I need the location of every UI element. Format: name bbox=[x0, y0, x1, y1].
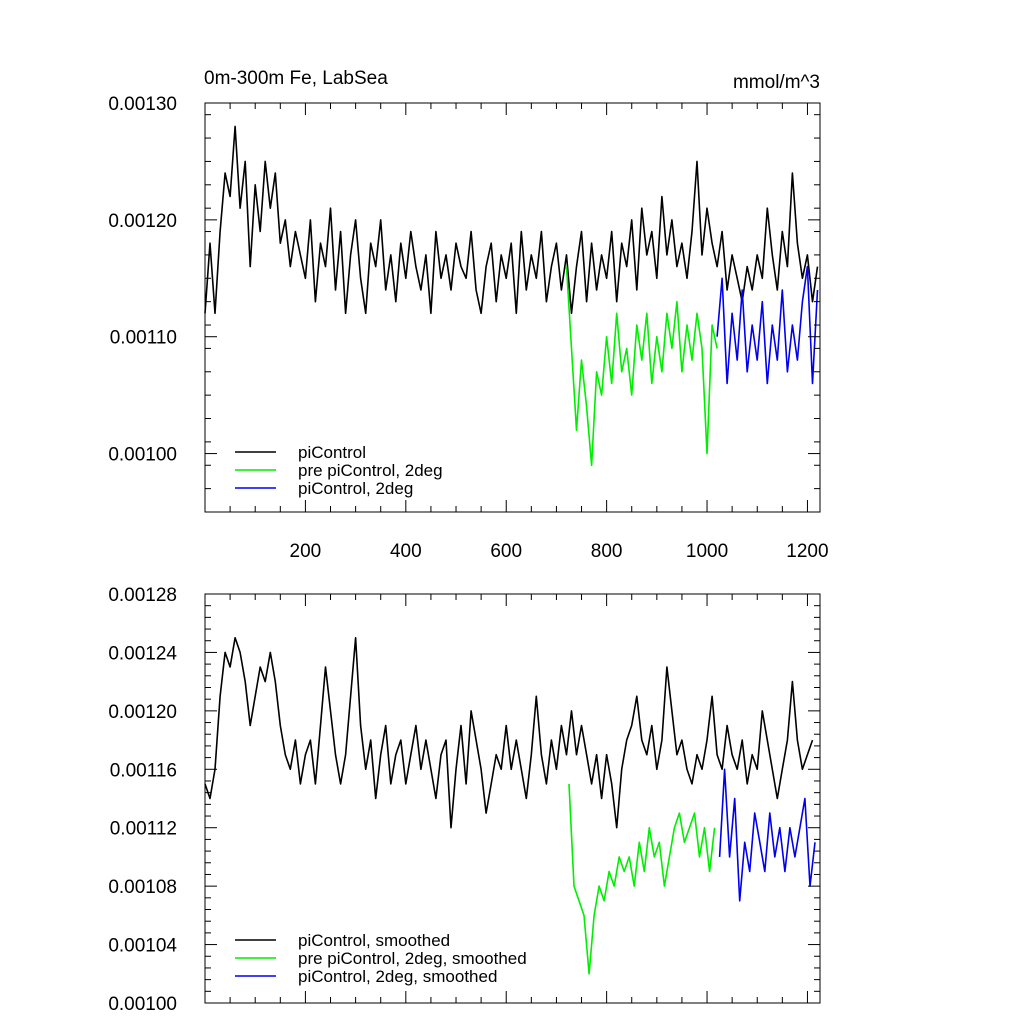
y-tick-label: 0.00110 bbox=[110, 328, 177, 349]
top-panel-title: 0m-300m Fe, LabSea bbox=[204, 68, 388, 89]
legend-label-1: pre piControl, 2deg, smoothed bbox=[298, 949, 527, 968]
y-tick-label: 0.00108 bbox=[108, 877, 177, 898]
legend-label-1: pre piControl, 2deg bbox=[298, 461, 443, 480]
y-tick-label: 0.00116 bbox=[110, 760, 177, 781]
y-tick-label: 0.00120 bbox=[108, 702, 177, 723]
bottom-series-layer bbox=[204, 636, 816, 975]
y-tick-label: 0.00100 bbox=[108, 994, 177, 1015]
top-plot-frame bbox=[204, 102, 821, 513]
bottom-tick-layer: 0.00100 0.00104 0.00108 0.00112 0.00116 0.001… bbox=[108, 585, 820, 1015]
top-series-layer bbox=[204, 125, 819, 467]
y-tick-label: 0.00100 bbox=[108, 445, 177, 466]
y-tick-label: 0.00120 bbox=[108, 211, 177, 232]
x-tick-label: 1000 bbox=[686, 541, 728, 562]
x-tick-label: 800 bbox=[591, 541, 623, 562]
bottom-panel: 0.00100 0.00104 0.00108 0.00112 0.00116 0.001… bbox=[108, 585, 821, 1015]
top-panel: 0m-300m Fe, LabSea mmol/m^3 200 400 600 800… bbox=[108, 68, 828, 562]
series-line-0 bbox=[204, 125, 819, 315]
y-tick-label: 0.00104 bbox=[108, 936, 177, 957]
x-tick-label: 600 bbox=[490, 541, 522, 562]
x-tick-label: 200 bbox=[290, 541, 322, 562]
y-tick-label: 0.00128 bbox=[108, 585, 177, 606]
series-line-1 bbox=[568, 783, 716, 975]
top-tick-layer: 200 400 600 800 1000 1200 0.00100 0.00110 0.0012… bbox=[108, 94, 828, 562]
legend-label-0: piControl bbox=[298, 443, 366, 462]
y-tick-label: 0.00112 bbox=[110, 819, 177, 840]
series-line-2 bbox=[718, 768, 816, 902]
x-tick-label: 1200 bbox=[786, 541, 828, 562]
series-line-1 bbox=[565, 266, 718, 467]
legend-label-2: piControl, 2deg, smoothed bbox=[298, 967, 497, 986]
bottom-plot-frame bbox=[204, 593, 821, 1004]
y-tick-label: 0.00130 bbox=[108, 94, 177, 115]
legend-label-2: piControl, 2deg bbox=[298, 479, 413, 498]
x-tick-label: 400 bbox=[390, 541, 422, 562]
series-line-2 bbox=[716, 265, 819, 385]
y-tick-label: 0.00124 bbox=[108, 643, 177, 664]
top-panel-units: mmol/m^3 bbox=[733, 72, 820, 93]
series-line-0 bbox=[204, 636, 814, 829]
legend-label-0: piControl, smoothed bbox=[298, 931, 450, 950]
